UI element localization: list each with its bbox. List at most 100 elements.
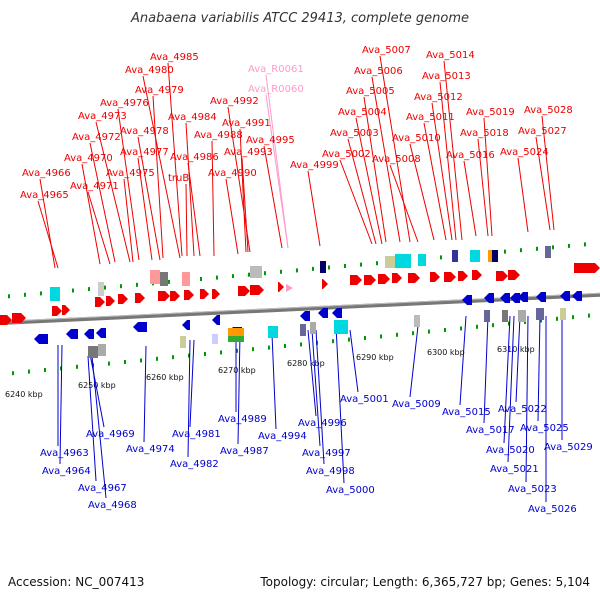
reverse-gene-arrow [332,308,342,318]
scale-dot [568,243,570,248]
forward-gene-arrow [250,285,264,295]
label-leader-line [167,62,183,257]
gene-label-top: Ava_4966 [22,168,71,179]
label-leader-line [185,183,188,257]
gene-features [0,246,600,358]
label-leader-line [95,121,131,263]
scale-dot [440,255,442,260]
label-leader-line [507,315,515,463]
reverse-gene-arrow [536,292,546,302]
label-leader-line [81,163,101,265]
gene-label-bottom: Ava_5026 [528,504,577,515]
label-leader-line [237,333,241,445]
gene-label-top: Ava_5008 [372,154,421,165]
scale-dot [76,364,78,369]
reverse-gene-arrow [84,329,94,339]
label-leader-line [349,329,359,393]
label-leader-line [307,329,317,417]
gene-label-top: Ava_5018 [460,128,509,139]
reverse-gene-arrow [182,320,190,330]
feature-block [98,344,106,356]
scale-dot [380,334,382,339]
scale-dot [556,316,558,321]
scale-dot [280,269,282,274]
gene-label-top: Ava_4980 [125,65,174,76]
gene-label-top: Ava_5011 [406,112,455,123]
label-leader-line [537,315,541,422]
scale-dot [188,353,190,358]
feature-block [470,250,480,262]
scale-dot [8,294,10,299]
scale-dot [412,331,414,336]
label-leader-line [87,355,97,482]
label-leader-line [137,157,153,261]
gene-label-top: Ava_5028 [524,105,573,116]
scale-dot [396,332,398,337]
gene-label-top: Ava_4965 [20,190,69,201]
label-leader-line [363,96,387,243]
gene-label-top: Ava_5012 [414,92,463,103]
forward-gene-arrow [12,313,26,323]
label-leader-line [152,95,164,259]
gene-label-top: Ava_R0061 [248,64,304,75]
scale-dot [216,275,218,280]
scale-dot [168,279,170,284]
gene-label-top: Ava_5005 [346,86,395,97]
forward-gene-arrow [472,270,482,280]
scale-dot [248,272,250,277]
label-leader-line [347,138,377,245]
reverse-gene-arrow [66,329,78,339]
reverse-gene-arrow [300,311,310,321]
gene-label-top: Ava_5007 [362,45,411,56]
feature-block [418,254,426,266]
gene-label-top: Ava_4978 [120,126,169,137]
feature-block [88,346,98,358]
scale-dot [140,358,142,363]
forward-gene-arrow [458,271,468,281]
gene-label-top: Ava_4993 [224,147,273,158]
forward-gene-arrow [322,279,328,289]
rna-gene-arrow [286,284,293,292]
scale-dot [136,282,138,287]
scale-dot [572,315,574,320]
label-leader-line [355,117,383,245]
reverse-gene-arrow [484,293,494,303]
label-leader-line [371,76,401,243]
scale-dot [504,249,506,254]
feature-block [228,328,244,336]
reverse-gene-arrow [34,334,48,344]
scale-dot [172,355,174,360]
gene-label-top: Ava_5003 [330,128,379,139]
forward-gene-arrow [0,315,12,325]
gene-label-bottom: Ava_5025 [520,423,569,434]
forward-gene-arrow [118,294,128,304]
backbone-line [0,292,600,325]
gene-label-top: Ava_4992 [210,96,259,107]
forward-gene-arrow [430,272,440,282]
reverse-gene-arrow [96,328,106,338]
scale-label: 6280 kbp [287,359,325,368]
label-leader-line [143,345,147,443]
gene-label-bottom: Ava_5017 [466,425,515,436]
feature-block [334,320,348,334]
scale-dot [44,368,46,372]
forward-gene-arrow [184,290,194,300]
label-leader-line [431,102,453,241]
scale-dot [428,329,430,334]
forward-gene-arrow [574,263,600,273]
gene-label-bottom: Ava_5021 [490,464,539,475]
map-title: Anabaena variabilis ATCC 29413, complete… [130,11,469,26]
forward-gene-arrow [212,289,220,299]
label-leader-line [389,164,419,243]
scale-dot [120,284,122,289]
scale-dot [252,347,254,352]
forward-gene-arrow [508,270,520,280]
forward-gene-arrow [62,305,70,315]
gene-label-bottom: Ava_4963 [40,448,89,459]
feature-block [98,282,104,296]
feature-block [395,254,411,268]
label-leader-line [459,315,467,406]
feature-block [300,324,306,336]
scale-dot [332,339,334,344]
